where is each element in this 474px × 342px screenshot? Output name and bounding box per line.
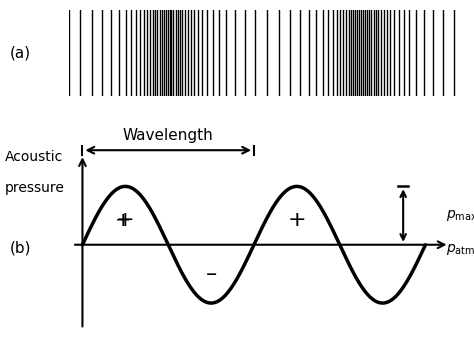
Text: –: – bbox=[205, 264, 217, 284]
Text: pressure: pressure bbox=[5, 181, 64, 195]
Text: Wavelength: Wavelength bbox=[123, 128, 214, 143]
Text: Acoustic: Acoustic bbox=[5, 150, 63, 164]
Text: $p_\mathregular{atm}$: $p_\mathregular{atm}$ bbox=[446, 242, 474, 257]
Text: +: + bbox=[115, 211, 132, 230]
Text: $p_\mathregular{max}$: $p_\mathregular{max}$ bbox=[446, 208, 474, 223]
Text: (b): (b) bbox=[9, 240, 31, 255]
Text: (a): (a) bbox=[9, 45, 31, 61]
Text: +: + bbox=[288, 210, 306, 230]
Text: +: + bbox=[116, 210, 135, 230]
